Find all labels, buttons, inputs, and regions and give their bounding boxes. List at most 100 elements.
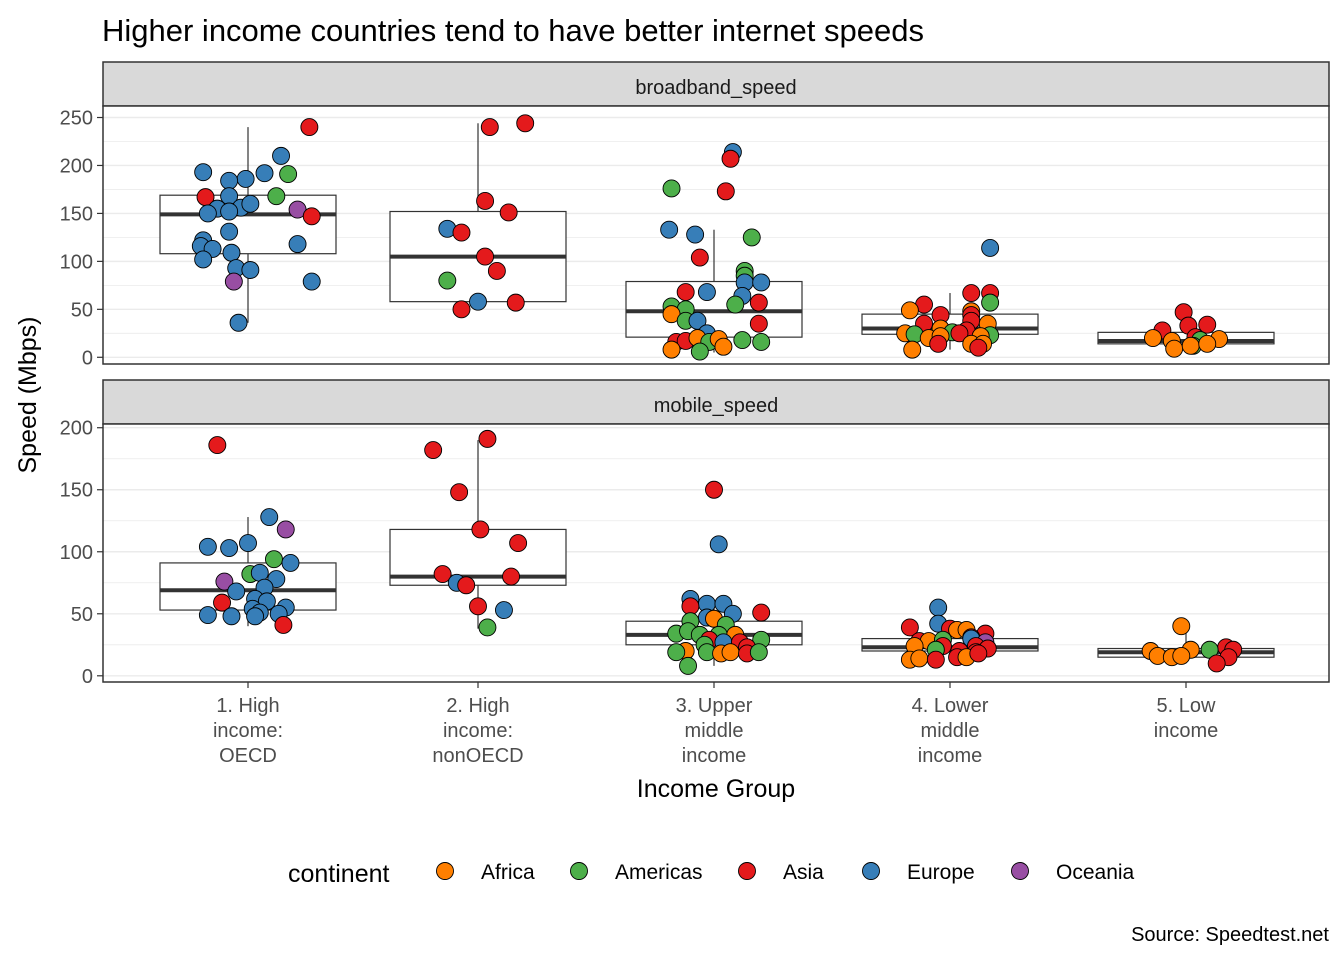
data-point	[679, 656, 697, 675]
data-point	[478, 618, 497, 637]
data-point	[697, 283, 716, 302]
data-point	[509, 534, 528, 553]
data-point	[198, 606, 217, 624]
x-tick-label: 4. Lower	[912, 695, 989, 717]
data-point	[705, 480, 723, 499]
legend-key-asia	[738, 862, 756, 880]
data-point	[981, 238, 1000, 257]
data-point	[208, 436, 227, 455]
data-point	[279, 165, 298, 184]
legend: continent Africa Americas Asia Europe Oceani…	[288, 860, 1135, 888]
data-point	[300, 118, 319, 137]
data-point	[281, 553, 300, 572]
data-point	[962, 284, 981, 302]
panel-border	[102, 423, 1330, 683]
data-point	[452, 300, 471, 319]
x-tick-label: 1. High	[216, 695, 279, 717]
legend-label-asia: Asia	[783, 861, 824, 884]
data-point	[1198, 315, 1217, 334]
data-point	[752, 332, 771, 351]
data-point	[752, 273, 771, 292]
x-tick-label: 5. Low	[1157, 695, 1216, 717]
legend-key-europe	[862, 862, 880, 880]
data-point	[222, 607, 241, 626]
legend-label-americas: Americas	[615, 861, 703, 884]
data-point	[424, 441, 443, 459]
x-tick-label: income	[1154, 720, 1218, 742]
data-point	[452, 223, 471, 242]
data-point	[690, 248, 709, 267]
y-tick-label: 250	[60, 108, 93, 130]
data-point	[478, 429, 497, 448]
y-tick-label: 100	[60, 542, 93, 564]
data-point	[1207, 654, 1226, 673]
x-tick-label: OECD	[219, 745, 277, 767]
chart-title: Higher income countries tend to have bet…	[102, 13, 924, 48]
x-tick-label: 3. Upper	[676, 695, 753, 717]
data-point	[506, 293, 525, 312]
data-point	[749, 293, 768, 312]
y-tick-label: 100	[60, 251, 93, 273]
data-point	[676, 283, 695, 302]
legend-label-europe: Europe	[907, 861, 975, 884]
x-tick-label: income:	[213, 720, 283, 742]
data-point	[733, 331, 752, 349]
x-tick-label: nonOECD	[432, 745, 523, 767]
data-point	[224, 272, 243, 291]
data-point	[213, 593, 231, 612]
x-tick-label: middle	[685, 720, 744, 742]
legend-key-oceania	[1011, 862, 1029, 880]
data-point	[438, 271, 457, 290]
y-axis-title: Speed (Mbps)	[14, 316, 42, 473]
legend-key-africa	[436, 862, 454, 880]
data-point	[236, 169, 255, 188]
data-point	[220, 539, 239, 557]
data-point	[302, 207, 321, 226]
data-point	[742, 228, 761, 247]
data-point	[726, 295, 745, 314]
data-point	[255, 164, 274, 183]
data-point	[260, 508, 279, 526]
data-point	[926, 650, 945, 669]
data-point	[709, 535, 728, 554]
data-point	[714, 337, 733, 356]
y-tick-label: 150	[60, 480, 93, 502]
data-point	[194, 250, 213, 269]
data-point	[241, 194, 260, 213]
data-point	[752, 603, 771, 622]
data-point	[1144, 329, 1162, 348]
data-point	[476, 247, 495, 266]
data-point	[487, 262, 506, 280]
legend-label-oceania: Oceania	[1056, 861, 1135, 884]
data-point	[495, 601, 513, 620]
facet-broadband-speed: broadband_speed 0 50 100 150 200 250	[60, 61, 1330, 369]
data-point	[749, 314, 768, 333]
x-tick-label: 2. High	[446, 695, 509, 717]
data-point	[690, 342, 709, 361]
strip-background	[102, 379, 1330, 425]
data-point	[660, 220, 679, 239]
x-tick-label: middle	[921, 720, 980, 742]
data-point	[241, 261, 260, 279]
strip-label-mobile-speed: mobile_speed	[654, 395, 779, 417]
data-point	[662, 179, 681, 198]
x-axis: 1. High income: OECD 2. High income: nonOECD 3…	[213, 682, 1218, 767]
data-point	[969, 338, 988, 357]
data-point	[929, 598, 948, 617]
data-point	[1198, 334, 1217, 353]
y-tick-label: 50	[71, 299, 93, 321]
data-point	[721, 149, 740, 168]
data-point	[220, 202, 239, 221]
data-point	[1181, 336, 1200, 355]
data-point	[220, 171, 239, 190]
y-tick-label: 0	[82, 666, 93, 688]
data-point	[457, 576, 476, 595]
data-point	[229, 313, 248, 332]
data-point	[929, 334, 948, 353]
data-point	[667, 643, 686, 662]
data-point	[981, 293, 1000, 312]
data-point	[516, 114, 535, 133]
data-point	[215, 572, 234, 591]
data-point	[1172, 647, 1191, 665]
data-point	[471, 520, 490, 539]
